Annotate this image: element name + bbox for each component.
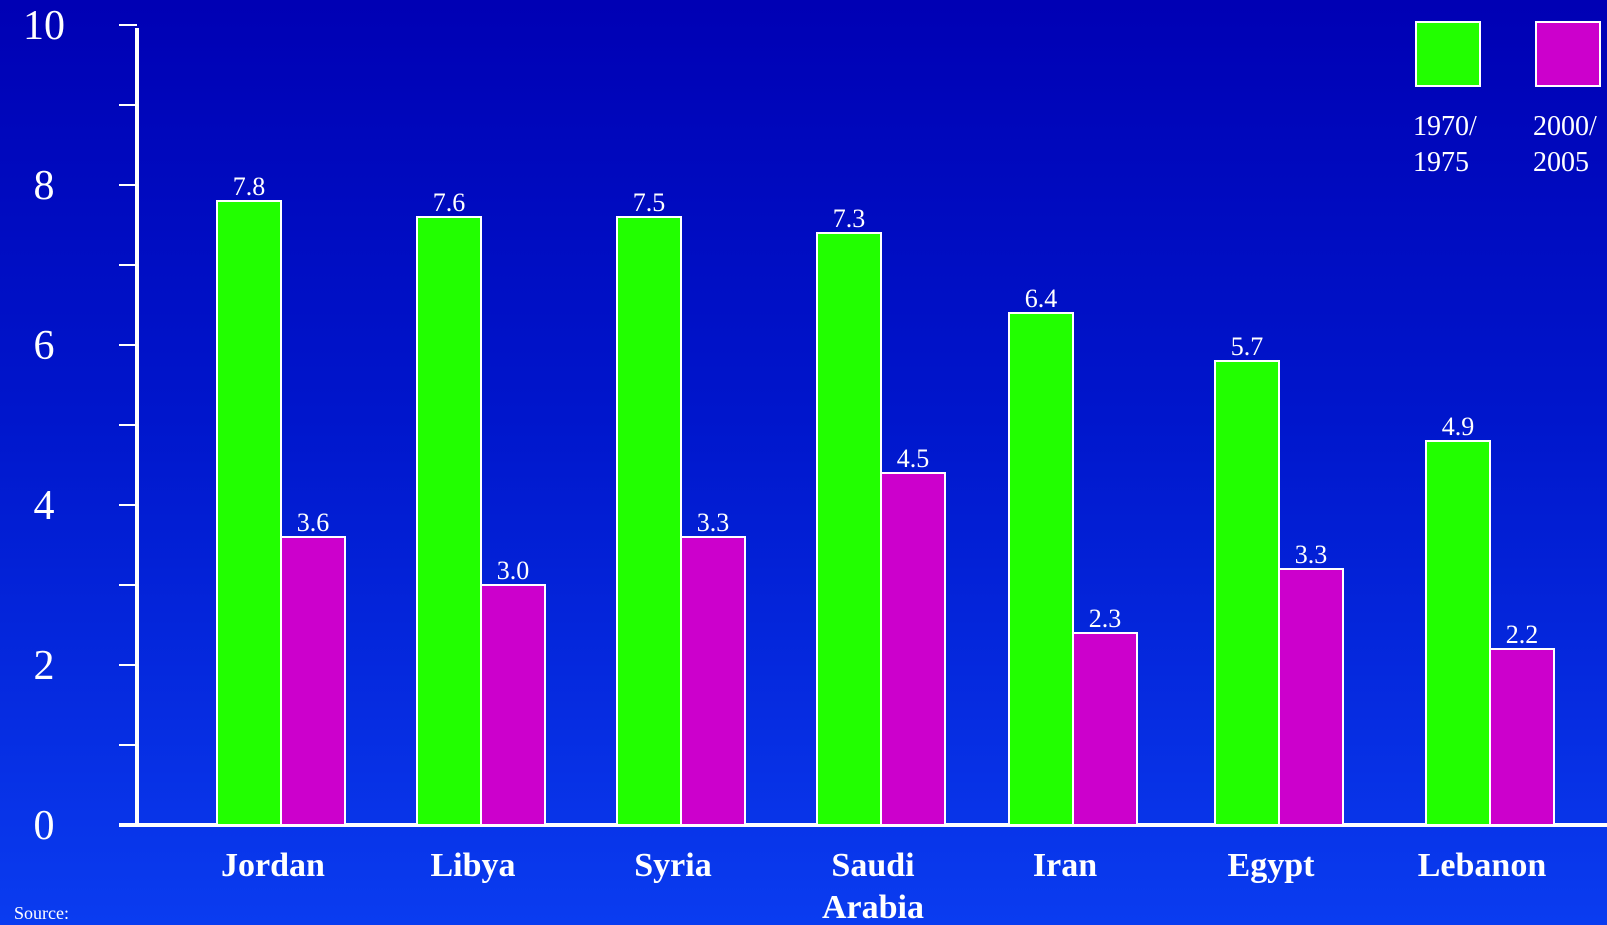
data-label: 6.4 xyxy=(1025,284,1058,313)
x-tick-label: Iran xyxy=(1033,847,1097,884)
bar-libya-series-2 xyxy=(480,584,546,826)
bar-jordan-series-1 xyxy=(216,200,282,826)
x-tick-label: Syria xyxy=(634,847,711,884)
legend-label-2: 2000/2005 xyxy=(1533,111,1597,178)
data-label: 7.5 xyxy=(633,188,666,217)
bar-lebanon-series-1 xyxy=(1425,440,1491,826)
legend-swatch-1 xyxy=(1415,21,1481,87)
bar-saudi-arabia-series-1 xyxy=(816,232,882,826)
bar-iran-series-2 xyxy=(1072,632,1138,826)
x-axis-labels: Jordan Libya Syria Saudi Arabia Iran Egypt Leba… xyxy=(221,847,1546,925)
y-axis-ticks: 0 2 4 6 8 10 xyxy=(23,3,137,849)
data-label: 7.3 xyxy=(833,204,866,233)
chart-bars: 7.8 3.6 7.6 3.0 7.5 3.3 7.3 4.5 6.4 2.3 5.7 3.3 4.9 2… xyxy=(216,172,1555,826)
data-label: 7.6 xyxy=(433,188,466,217)
data-label: 2.3 xyxy=(1089,604,1122,633)
bar-syria-series-1 xyxy=(616,216,682,826)
bar-iran-series-1 xyxy=(1008,312,1074,826)
bar-jordan-series-2 xyxy=(280,536,346,826)
x-tick-label: Saudi Arabia xyxy=(822,847,924,925)
y-tick-label: 8 xyxy=(34,163,55,209)
x-tick-label: Libya xyxy=(430,847,515,884)
bar-egypt-series-1 xyxy=(1214,360,1280,826)
data-label: 2.2 xyxy=(1506,620,1539,649)
data-label: 4.5 xyxy=(897,444,930,473)
bar-lebanon-series-2 xyxy=(1489,648,1555,826)
y-tick-label: 10 xyxy=(23,3,65,49)
y-tick-label: 6 xyxy=(34,323,55,369)
data-label: 3.0 xyxy=(497,556,530,585)
legend-label-1: 1970/1975 xyxy=(1413,111,1477,178)
x-tick-label: Egypt xyxy=(1228,847,1316,884)
data-label: 7.8 xyxy=(233,172,266,201)
chart-legend: 1970/1975 2000/2005 xyxy=(1413,21,1601,178)
bar-egypt-series-2 xyxy=(1278,568,1344,826)
data-label: 4.9 xyxy=(1442,412,1475,441)
x-tick-label: Lebanon xyxy=(1418,847,1547,884)
y-tick-label: 2 xyxy=(34,643,55,689)
y-tick-label: 0 xyxy=(34,803,55,849)
bar-syria-series-2 xyxy=(680,536,746,826)
data-label: 3.3 xyxy=(697,508,730,537)
bar-libya-series-1 xyxy=(416,216,482,826)
legend-swatch-2 xyxy=(1535,21,1601,87)
data-label: 3.6 xyxy=(297,508,330,537)
source-note: Source: xyxy=(14,903,69,923)
x-tick-label: Jordan xyxy=(221,847,325,884)
data-label: 5.7 xyxy=(1231,332,1264,361)
y-tick-label: 4 xyxy=(34,483,55,529)
bar-saudi-arabia-series-2 xyxy=(880,472,946,826)
data-label: 3.3 xyxy=(1295,540,1328,569)
